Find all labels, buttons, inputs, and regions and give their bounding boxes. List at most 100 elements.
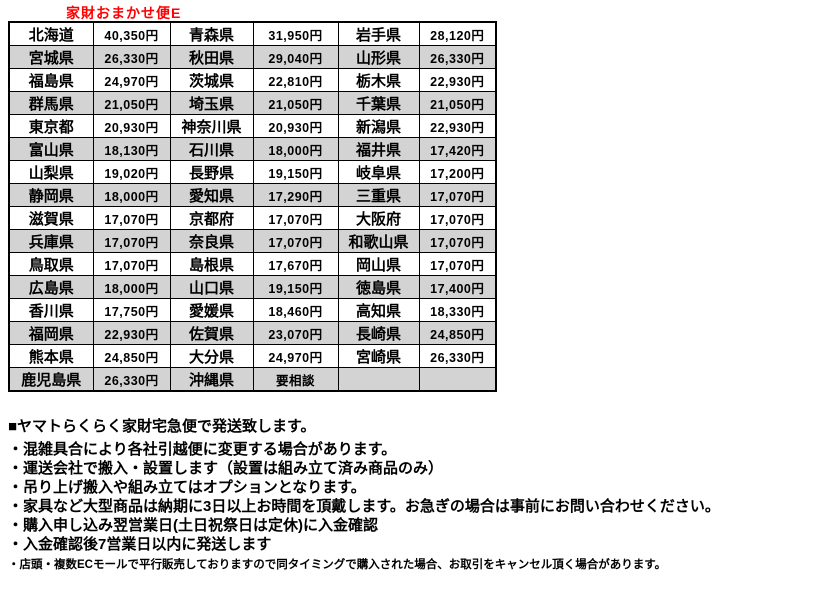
prefecture-cell: 香川県: [8, 298, 94, 322]
service-title: 家財おまかせ便E: [66, 5, 182, 21]
price-cell: 18,330円: [418, 298, 497, 322]
price-cell: 40,350円: [92, 21, 171, 46]
prefecture-cell: 宮崎県: [337, 344, 420, 368]
table-row: 北海道 40,350円 青森県 31,950円 岩手県 28,120円: [8, 21, 497, 46]
price-cell: 26,330円: [92, 367, 171, 392]
price-cell: 21,050円: [418, 91, 497, 115]
price-cell: 19,150円: [252, 160, 339, 184]
price-cell: 21,050円: [92, 91, 171, 115]
price-cell: 18,460円: [252, 298, 339, 322]
prefecture-cell: 秋田県: [169, 45, 254, 69]
prefecture-cell: [337, 367, 420, 392]
price-cell: 26,330円: [418, 45, 497, 69]
prefecture-cell: 京都府: [169, 206, 254, 230]
note-bullet: ・吊り上げ搬入や組み立てはオプションとなります。: [8, 479, 366, 496]
note-bullet: ・混雑具合により各社引越便に変更する場合があります。: [8, 441, 397, 458]
notes-heading: ■ヤマトらくらく家財宅急便で発送致します。: [8, 418, 316, 435]
price-cell: 17,070円: [418, 229, 497, 253]
prefecture-cell: 神奈川県: [169, 114, 254, 138]
price-cell: 24,970円: [252, 344, 339, 368]
table-row: 広島県 18,000円 山口県 19,150円 徳島県 17,400円: [8, 275, 497, 299]
table-row: 富山県 18,130円 石川県 18,000円 福井県 17,420円: [8, 137, 497, 161]
price-cell: 22,810円: [252, 68, 339, 92]
prefecture-cell: 福島県: [8, 68, 94, 92]
prefecture-cell: 愛媛県: [169, 298, 254, 322]
price-cell: 要相談: [252, 367, 339, 392]
price-cell: 22,930円: [418, 68, 497, 92]
prefecture-cell: 青森県: [169, 21, 254, 46]
table-row: 福岡県 22,930円 佐賀県 23,070円 長崎県 24,850円: [8, 321, 497, 345]
price-cell: 24,970円: [92, 68, 171, 92]
price-cell: [418, 367, 497, 392]
price-cell: 18,000円: [92, 183, 171, 207]
price-cell: 28,120円: [418, 21, 497, 46]
price-cell: 18,130円: [92, 137, 171, 161]
prefecture-cell: 山梨県: [8, 160, 94, 184]
notes-bullet-list: ・混雑具合により各社引越便に変更する場合があります。・運送会社で搬入・設置します…: [8, 440, 720, 554]
prefecture-cell: 群馬県: [8, 91, 94, 115]
prefecture-cell: 沖縄県: [169, 367, 254, 392]
price-cell: 17,670円: [252, 252, 339, 276]
prefecture-cell: 福井県: [337, 137, 420, 161]
price-cell: 29,040円: [252, 45, 339, 69]
prefecture-cell: 大阪府: [337, 206, 420, 230]
prefecture-cell: 茨城県: [169, 68, 254, 92]
prefecture-cell: 宮城県: [8, 45, 94, 69]
price-cell: 24,850円: [92, 344, 171, 368]
price-cell: 17,070円: [418, 183, 497, 207]
prefecture-cell: 岡山県: [337, 252, 420, 276]
price-cell: 17,070円: [92, 206, 171, 230]
price-cell: 21,050円: [252, 91, 339, 115]
prefecture-cell: 鹿児島県: [8, 367, 94, 392]
price-cell: 22,930円: [92, 321, 171, 345]
prefecture-cell: 福岡県: [8, 321, 94, 345]
price-cell: 17,750円: [92, 298, 171, 322]
price-cell: 31,950円: [252, 21, 339, 46]
prefecture-cell: 東京都: [8, 114, 94, 138]
prefecture-cell: 三重県: [337, 183, 420, 207]
prefecture-cell: 埼玉県: [169, 91, 254, 115]
prefecture-cell: 富山県: [8, 137, 94, 161]
prefecture-cell: 山形県: [337, 45, 420, 69]
table-row: 鹿児島県 26,330円 沖縄県 要相談: [8, 367, 497, 392]
price-cell: 17,070円: [418, 252, 497, 276]
table-row: 東京都 20,930円 神奈川県 20,930円 新潟県 22,930円: [8, 114, 497, 138]
price-cell: 17,420円: [418, 137, 497, 161]
prefecture-cell: 千葉県: [337, 91, 420, 115]
prefecture-cell: 新潟県: [337, 114, 420, 138]
note-bullet: ・家具など大型商品は納期に3日以上お時間を頂戴します。お急ぎの場合は事前にお問い…: [8, 498, 720, 515]
note-bullet: ・入金確認後7営業日以内に発送します: [8, 536, 272, 553]
prefecture-cell: 滋賀県: [8, 206, 94, 230]
prefecture-cell: 兵庫県: [8, 229, 94, 253]
prefecture-cell: 愛知県: [169, 183, 254, 207]
price-cell: 17,400円: [418, 275, 497, 299]
price-cell: 17,070円: [92, 252, 171, 276]
price-cell: 22,930円: [418, 114, 497, 138]
table-row: 香川県 17,750円 愛媛県 18,460円 高知県 18,330円: [8, 298, 497, 322]
note-bullet: ・運送会社で搬入・設置します（設置は組み立て済み商品のみ）: [8, 460, 444, 477]
prefecture-cell: 広島県: [8, 275, 94, 299]
prefecture-cell: 大分県: [169, 344, 254, 368]
price-cell: 17,070円: [92, 229, 171, 253]
price-cell: 17,070円: [418, 206, 497, 230]
prefecture-cell: 栃木県: [337, 68, 420, 92]
price-cell: 26,330円: [418, 344, 497, 368]
prefecture-cell: 岐阜県: [337, 160, 420, 184]
prefecture-cell: 島根県: [169, 252, 254, 276]
prefecture-cell: 石川県: [169, 137, 254, 161]
price-cell: 19,150円: [252, 275, 339, 299]
table-row: 福島県 24,970円 茨城県 22,810円 栃木県 22,930円: [8, 68, 497, 92]
prefecture-cell: 山口県: [169, 275, 254, 299]
price-cell: 20,930円: [252, 114, 339, 138]
table-row: 熊本県 24,850円 大分県 24,970円 宮崎県 26,330円: [8, 344, 497, 368]
price-cell: 26,330円: [92, 45, 171, 69]
prefecture-cell: 徳島県: [337, 275, 420, 299]
price-cell: 17,290円: [252, 183, 339, 207]
prefecture-cell: 奈良県: [169, 229, 254, 253]
price-cell: 17,070円: [252, 206, 339, 230]
notes-footnote: ・店頭・複数ECモールで平行販売しておりますので同タイミングで購入された場合、お…: [8, 559, 667, 571]
shipping-fee-table: 北海道 40,350円 青森県 31,950円 岩手県 28,120円 宮城県 26,330円…: [8, 21, 497, 392]
table-row: 静岡県 18,000円 愛知県 17,290円 三重県 17,070円: [8, 183, 497, 207]
table-row: 山梨県 19,020円 長野県 19,150円 岐阜県 17,200円: [8, 160, 497, 184]
